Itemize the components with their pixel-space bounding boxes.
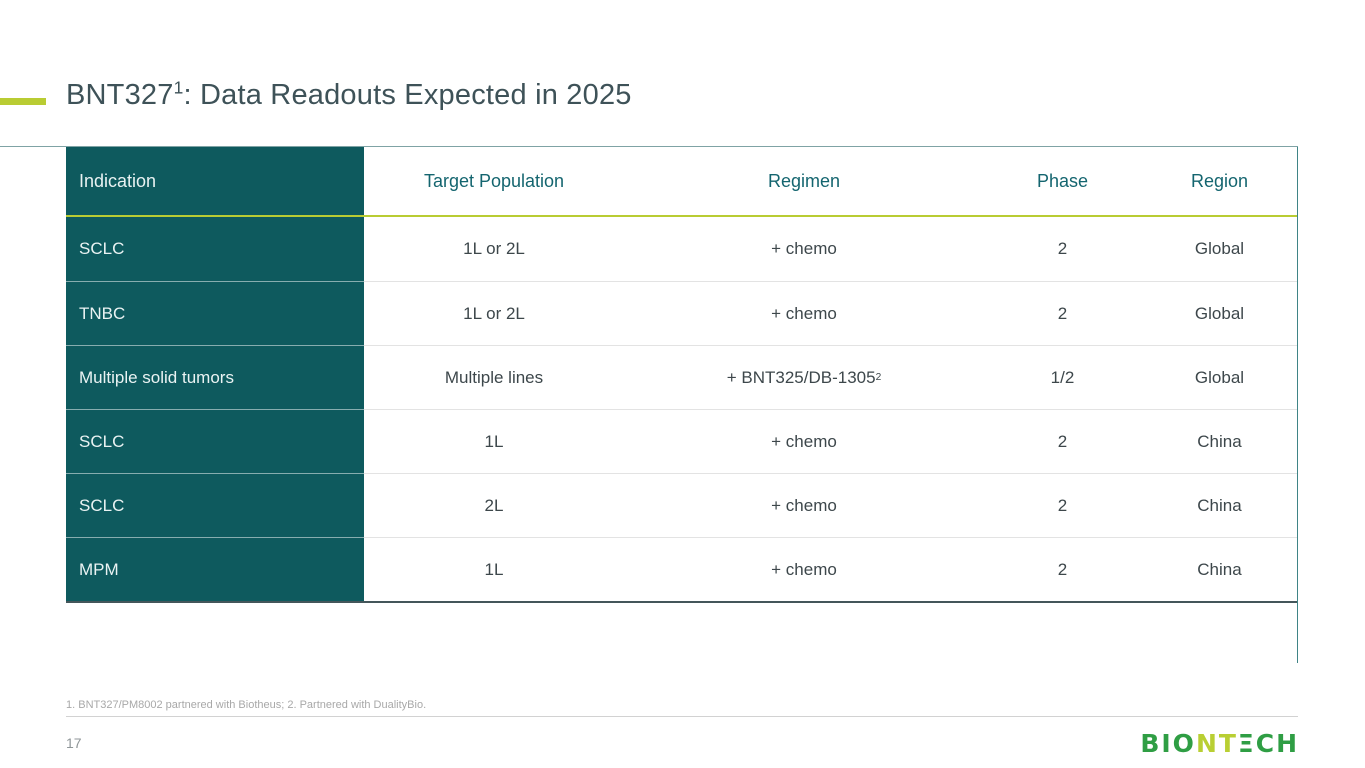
cell-region: Global [1141, 345, 1298, 409]
column-header-indication: Indication [66, 147, 364, 217]
cell-target-population: 1L [364, 409, 624, 473]
row-indication: SCLC [66, 409, 364, 473]
cell-phase: 2 [984, 537, 1141, 601]
footnote: 1. BNT327/PM8002 partnered with Biotheus… [66, 699, 427, 711]
cell-phase: 2 [984, 217, 1141, 281]
regimen-text: + BNT325/DB-1305 [726, 367, 876, 387]
row-indication: Multiple solid tumors [66, 345, 364, 409]
cell-region: China [1141, 409, 1298, 473]
cell-regimen: + chemo [624, 217, 984, 281]
cell-region: China [1141, 473, 1298, 537]
cell-phase: 2 [984, 281, 1141, 345]
cell-regimen: + chemo [624, 473, 984, 537]
cell-region: Global [1141, 217, 1298, 281]
regimen-text: + chemo [771, 303, 837, 323]
title-suffix: : Data Readouts Expected in 2025 [183, 79, 632, 111]
regimen-text: + chemo [771, 431, 837, 451]
column-header-target-population: Target Population [364, 147, 624, 217]
column-header-phase: Phase [984, 147, 1141, 217]
table-top-rule [0, 146, 1298, 147]
cell-phase: 2 [984, 409, 1141, 473]
row-indication: SCLC [66, 217, 364, 281]
regimen-text: + chemo [771, 559, 837, 579]
footnote-divider [66, 716, 1298, 717]
row-indication: TNBC [66, 281, 364, 345]
data-readouts-table: Indication Target Population Regimen Pha… [66, 147, 1298, 603]
regimen-text: + chemo [771, 495, 837, 515]
cell-target-population: 1L [364, 537, 624, 601]
title-superscript: 1 [173, 77, 184, 98]
row-indication: SCLC [66, 473, 364, 537]
row-indication: MPM [66, 537, 364, 601]
column-header-regimen: Regimen [624, 147, 984, 217]
cell-phase: 1/2 [984, 345, 1141, 409]
cell-regimen: + chemo [624, 409, 984, 473]
cell-regimen: + chemo [624, 281, 984, 345]
cell-target-population: 1L or 2L [364, 217, 624, 281]
logo-segment-bio: BIO [1140, 729, 1196, 758]
logo-segment-ech: ΞCH [1237, 729, 1299, 758]
cell-region: Global [1141, 281, 1298, 345]
biontech-logo: BIONTΞCH [1140, 729, 1299, 758]
cell-target-population: Multiple lines [364, 345, 624, 409]
logo-segment-nt: NT [1195, 729, 1238, 758]
regimen-text: + chemo [771, 239, 837, 258]
cell-target-population: 1L or 2L [364, 281, 624, 345]
page-title: BNT3271: Data Readouts Expected in 2025 [66, 79, 632, 112]
cell-target-population: 2L [364, 473, 624, 537]
page-number: 17 [66, 735, 82, 751]
title-prefix: BNT327 [66, 79, 174, 111]
cell-regimen: + BNT325/DB-1305 2 [624, 345, 984, 409]
cell-phase: 2 [984, 473, 1141, 537]
cell-region: China [1141, 537, 1298, 601]
table-right-border-extension [1297, 147, 1298, 663]
cell-regimen: + chemo [624, 537, 984, 601]
title-accent-dash [0, 98, 46, 105]
column-header-region: Region [1141, 147, 1298, 217]
